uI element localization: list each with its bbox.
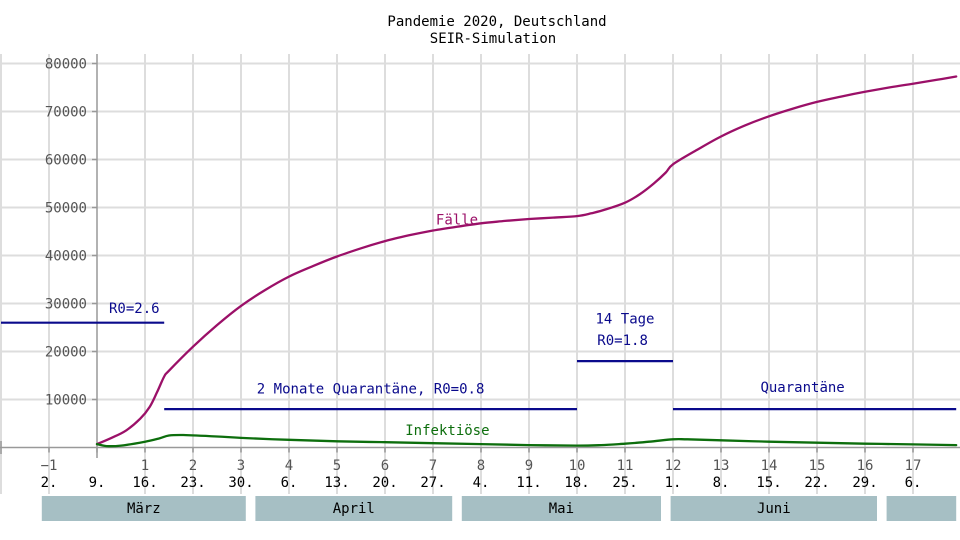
date-tick-label-12: 25. <box>612 475 637 491</box>
month-label-mai: Mai <box>549 501 574 517</box>
x-tick-label-13: 13 <box>713 458 730 474</box>
x-tick-label-11: 11 <box>617 458 634 474</box>
date-tick-label-13: 1. <box>665 475 682 491</box>
x-axis-ticks: −1 1 2 3 4 5 6 7 8 9 10 11 12 13 14 15 16 17 <box>41 458 922 474</box>
y-tick-label-60000: 60000 <box>45 153 87 169</box>
x-tick-label-2: 2 <box>189 458 197 474</box>
y-tick-label-80000: 80000 <box>45 57 87 73</box>
date-tick-label-2: 16. <box>132 475 157 491</box>
x-tick-label-14: 14 <box>761 458 778 474</box>
date-tick-label-3: 23. <box>180 475 205 491</box>
annotations: R0=2.6 2 Monate Quarantäne, R0=0.8 14 Tage… <box>109 212 845 439</box>
x-tick-label-9: 9 <box>525 458 533 474</box>
date-tick-label-14: 8. <box>713 475 730 491</box>
y-tick-label-10000: 10000 <box>45 393 87 409</box>
annotation-quarant-ne: Quarantäne <box>760 380 844 396</box>
annotation-f-lle: Fälle <box>436 212 478 228</box>
series-lines <box>95 75 958 448</box>
y-tick-label-50000: 50000 <box>45 201 87 217</box>
grid <box>0 54 960 494</box>
x-tick-label-5: 5 <box>333 458 341 474</box>
y-tick-label-30000: 30000 <box>45 297 87 313</box>
r0-segments <box>1 321 957 411</box>
date-axis-ticks: 2. 9. 16. 23. 30. 6. 13. 20. 27. 4. 11. 18. 25. 1. 8. 1… <box>41 475 922 491</box>
date-tick-label-5: 6. <box>281 475 298 491</box>
x-tick-label-1: −1 <box>41 458 58 474</box>
month-box-april <box>255 496 453 521</box>
month-box-juni <box>670 496 877 521</box>
annotation-r0-2-6: R0=2.6 <box>109 301 160 317</box>
x-tick-label-15: 15 <box>809 458 826 474</box>
annotation-14-tage: 14 Tage <box>595 312 654 328</box>
month-bar: März April Mai Juni <box>41 496 957 521</box>
date-tick-label-4: 30. <box>228 475 253 491</box>
chart-subtitle: SEIR-Simulation <box>430 31 556 47</box>
date-tick-label-16: 22. <box>804 475 829 491</box>
date-tick-label-15: 15. <box>756 475 781 491</box>
annotation-2-monate-quarant-ne-r0-0-8: 2 Monate Quarantäne, R0=0.8 <box>257 382 485 398</box>
month-box-mai <box>461 496 661 521</box>
y-tick-label-20000: 20000 <box>45 345 87 361</box>
date-tick-label-11: 18. <box>564 475 589 491</box>
date-tick-label-6: 13. <box>324 475 349 491</box>
y-tick-label-70000: 70000 <box>45 105 87 121</box>
date-tick-label-18: 6. <box>905 475 922 491</box>
date-tick-label-7: 20. <box>372 475 397 491</box>
y-axis-ticks: 10000 20000 30000 40000 50000 60000 70000 80000 <box>45 57 87 409</box>
x-tick-label-12: 12 <box>665 458 682 474</box>
date-tick-label-17: 29. <box>852 475 877 491</box>
x-tick-label-1: 1 <box>141 458 149 474</box>
date-tick-label-1: 9. <box>89 475 106 491</box>
series-line-infekti-se <box>95 433 958 448</box>
date-tick-label-10: 11. <box>516 475 541 491</box>
x-tick-label-7: 7 <box>429 458 437 474</box>
y-tick-label-40000: 40000 <box>45 249 87 265</box>
x-tick-label-17: 17 <box>905 458 922 474</box>
annotation-r0-1-8: R0=1.8 <box>597 333 648 349</box>
month-label-juni: Juni <box>757 501 791 517</box>
date-tick-label-0: 2. <box>41 475 58 491</box>
date-tick-label-8: 27. <box>420 475 445 491</box>
axes <box>0 54 960 458</box>
month-label-m-rz: März <box>127 501 161 517</box>
x-tick-label-10: 10 <box>569 458 586 474</box>
x-tick-label-6: 6 <box>381 458 389 474</box>
annotation-infekti-se: Infektiöse <box>405 423 489 439</box>
x-tick-label-4: 4 <box>285 458 293 474</box>
chart-title: Pandemie 2020, Deutschland <box>387 14 606 30</box>
month-box-m-rz <box>41 496 246 521</box>
x-tick-label-16: 16 <box>857 458 874 474</box>
month-box-next <box>886 496 957 521</box>
series-line-f-lle <box>95 75 958 446</box>
month-label-april: April <box>333 501 375 517</box>
x-tick-label-3: 3 <box>237 458 245 474</box>
x-tick-label-8: 8 <box>477 458 485 474</box>
date-tick-label-9: 4. <box>473 475 490 491</box>
